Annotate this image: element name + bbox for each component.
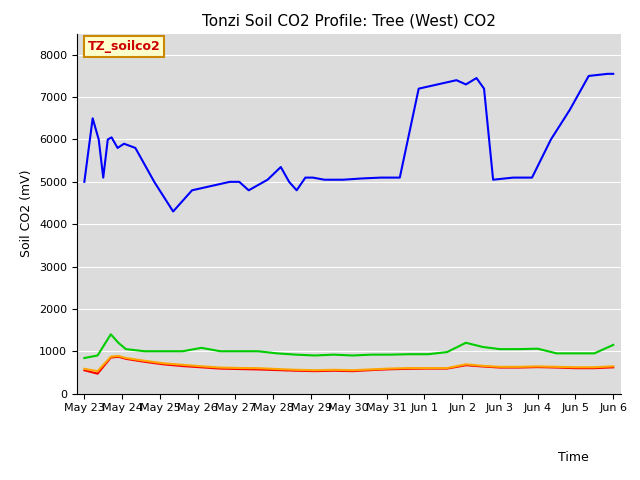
Title: Tonzi Soil CO2 Profile: Tree (West) CO2: Tonzi Soil CO2 Profile: Tree (West) CO2: [202, 13, 496, 28]
Text: TZ_soilco2: TZ_soilco2: [88, 40, 161, 53]
Y-axis label: Soil CO2 (mV): Soil CO2 (mV): [20, 170, 33, 257]
Text: Time: Time: [558, 451, 589, 464]
